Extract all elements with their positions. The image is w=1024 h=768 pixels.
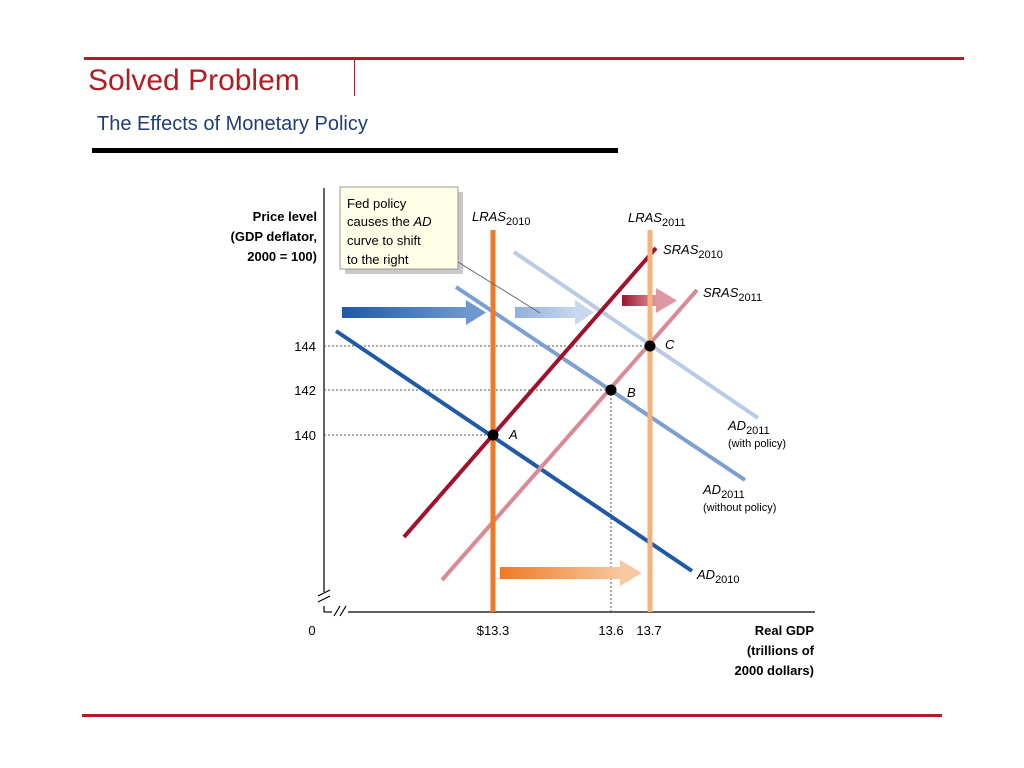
sras-2010-curve: [402, 246, 658, 539]
shift-arrow-lras: [500, 560, 642, 586]
y-axis-label-line-2: (GDP deflator,: [231, 229, 317, 244]
x-origin-label: 0: [308, 623, 315, 638]
ad-2011-with-policy-label: AD2011: [727, 418, 770, 437]
x-tick-13-3: $13.3: [477, 623, 510, 638]
x-tick-13-7: 13.7: [636, 623, 661, 638]
shift-arrow-ad-1: [342, 300, 486, 325]
bottom-rule: [82, 714, 942, 717]
callout-line-1: Fed policy: [347, 196, 407, 211]
top-rule: [84, 57, 964, 60]
y-axis-label-line-3: 2000 = 100): [247, 249, 317, 264]
shift-arrow-ad-2: [515, 300, 594, 325]
y-tick-142: 142: [294, 383, 316, 398]
lras-2011-label: LRAS2011: [628, 210, 686, 229]
title-divider: [354, 60, 355, 96]
ad-2011-with-policy-note: (with policy): [728, 438, 786, 450]
ad-2011-without-policy-note: (without policy): [703, 502, 776, 514]
callout-box: Fed policy causes the AD curve to shift …: [339, 186, 541, 314]
callout-line-2: causes the AD: [347, 214, 432, 229]
sras-2011-label: SRAS2011: [703, 285, 762, 304]
ad-2011-with-policy-curve: [512, 250, 760, 420]
sras-2010-label: SRAS2010: [663, 242, 723, 261]
point-b-label: B: [627, 385, 636, 400]
x-axis-label-line-1: Real GDP: [755, 623, 815, 638]
x-axis-label-line-2: (trillions of: [747, 643, 815, 658]
point-c: [644, 340, 656, 352]
callout-line-4: to the right: [347, 252, 409, 267]
point-c-label: C: [665, 337, 675, 352]
point-a-label: A: [508, 427, 518, 442]
ad-2010-curve: [334, 329, 694, 573]
x-tick-13-6: 13.6: [598, 623, 623, 638]
slide-subtitle: The Effects of Monetary Policy: [97, 113, 368, 135]
callout-line-3: curve to shift: [347, 233, 421, 248]
ad-2011-without-policy-label: AD2011: [702, 482, 745, 501]
slide-title: Solved Problem: [88, 64, 300, 97]
y-tick-140: 140: [294, 428, 316, 443]
ad-2010-label: AD2010: [696, 567, 740, 586]
y-tick-144: 144: [294, 339, 316, 354]
sras-2011-curve: [440, 288, 699, 582]
shift-arrow-sras: [622, 288, 677, 313]
point-b: [605, 384, 617, 396]
subtitle-underline: [92, 148, 618, 153]
lras-2010-label: LRAS2010: [472, 209, 530, 228]
ad-2011-without-policy-curve: [454, 285, 747, 482]
point-a: [487, 429, 499, 441]
x-axis-label-line-3: 2000 dollars): [735, 663, 815, 678]
y-axis-label-line-1: Price level: [253, 209, 317, 224]
